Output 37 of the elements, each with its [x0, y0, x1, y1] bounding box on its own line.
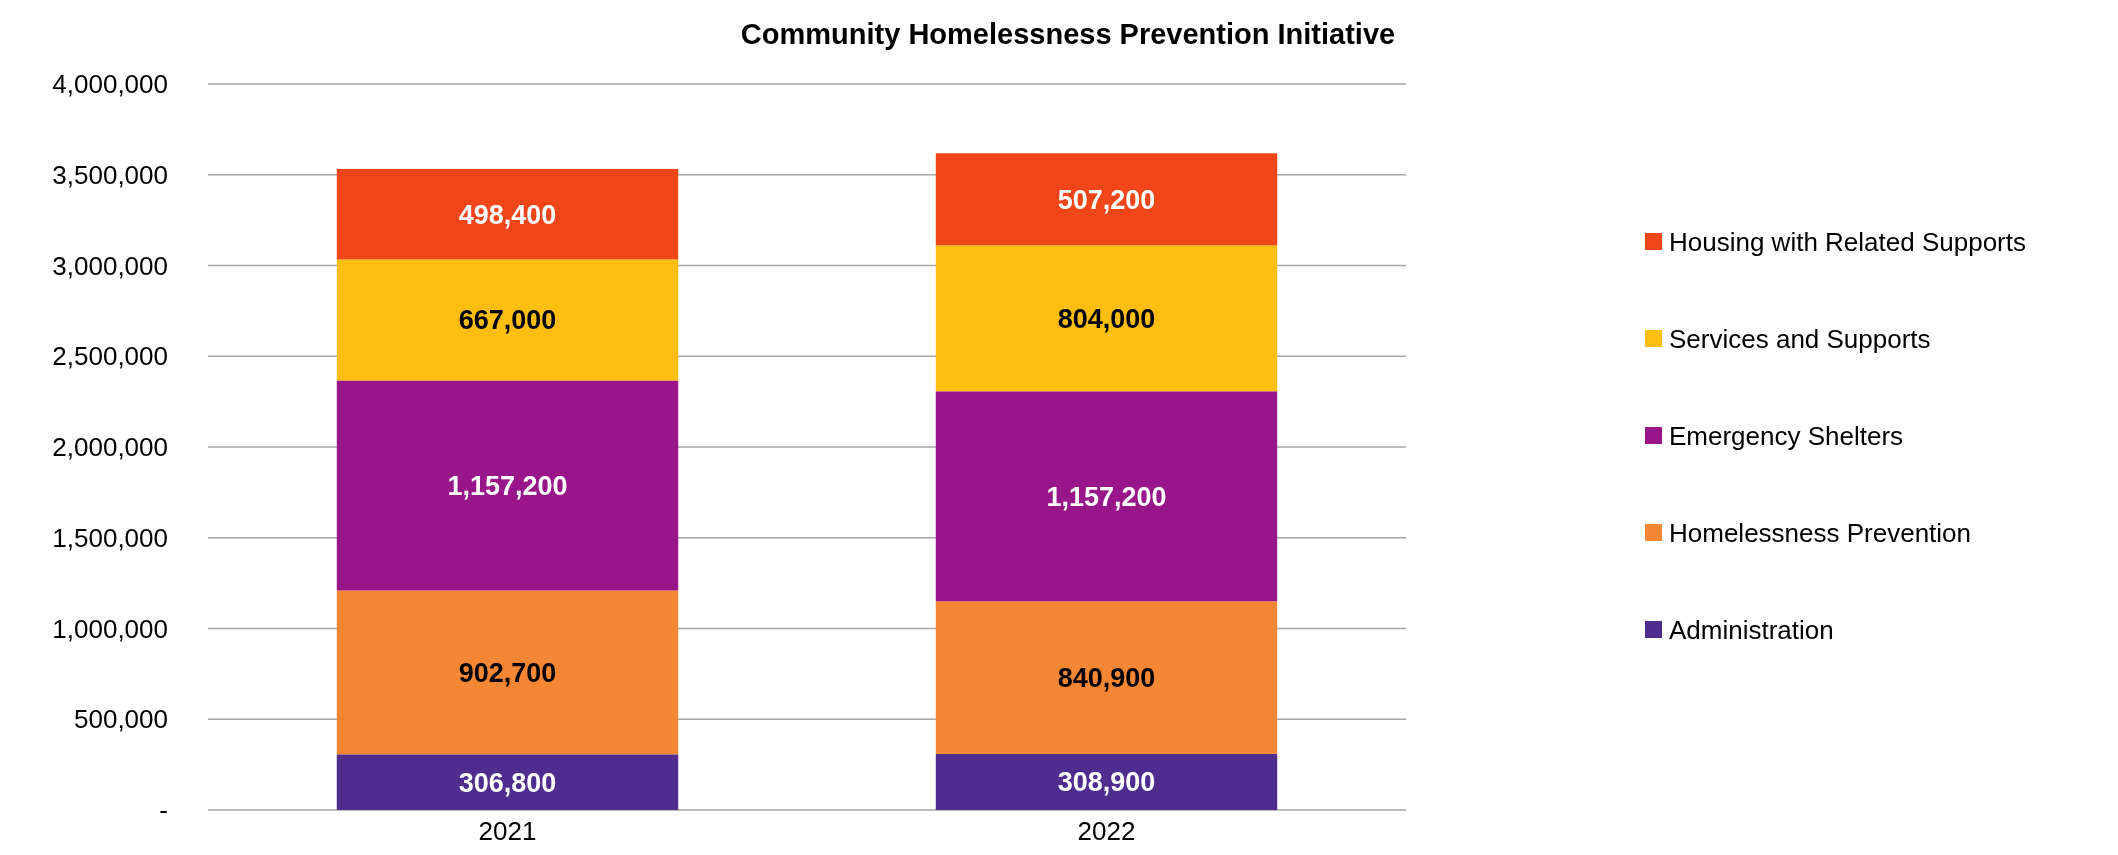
- legend-label: Emergency Shelters: [1669, 421, 1904, 452]
- y-tick-label: 4,000,000: [52, 69, 168, 100]
- legend-label: Homelessness Prevention: [1669, 518, 1972, 549]
- y-tick-label: 3,500,000: [52, 159, 168, 190]
- bar: [935, 245, 1278, 392]
- bar: [336, 590, 679, 755]
- data-label: 1,157,200: [447, 470, 568, 501]
- data-label: 667,000: [458, 305, 557, 336]
- y-tick-label: 500,000: [74, 704, 168, 735]
- bar: [336, 754, 679, 810]
- y-tick-label: 2,000,000: [52, 432, 168, 463]
- data-label: 507,200: [1057, 184, 1156, 215]
- x-tick-label: 2022: [1077, 816, 1136, 846]
- bar: [336, 380, 679, 591]
- legend-label: Administration: [1669, 615, 1834, 646]
- y-tick-label: 3,000,000: [52, 250, 168, 281]
- x-tick-label: 2021: [478, 816, 537, 846]
- y-tick-label: 2,500,000: [52, 341, 168, 372]
- data-label: 1,157,200: [1046, 481, 1167, 512]
- y-tick-label: 1,500,000: [52, 522, 168, 553]
- data-label: 804,000: [1057, 303, 1156, 334]
- data-label: 902,700: [458, 657, 557, 688]
- legend-label: Services and Supports: [1669, 324, 1931, 355]
- y-tick-label: -: [159, 795, 168, 826]
- data-label: 840,900: [1057, 663, 1156, 694]
- bar: [935, 153, 1278, 246]
- bar: [935, 601, 1278, 754]
- bar: [336, 168, 679, 260]
- data-label: 498,400: [458, 199, 557, 230]
- bar: [935, 753, 1278, 810]
- bar: [336, 259, 679, 381]
- data-label: 306,800: [458, 767, 557, 798]
- bar: [935, 391, 1278, 602]
- data-label: 308,900: [1057, 767, 1156, 798]
- y-tick-label: 1,000,000: [52, 613, 168, 644]
- chart-title: Community Homelessness Prevention Initiative: [740, 18, 1396, 50]
- legend-label: Housing with Related Supports: [1669, 227, 2026, 258]
